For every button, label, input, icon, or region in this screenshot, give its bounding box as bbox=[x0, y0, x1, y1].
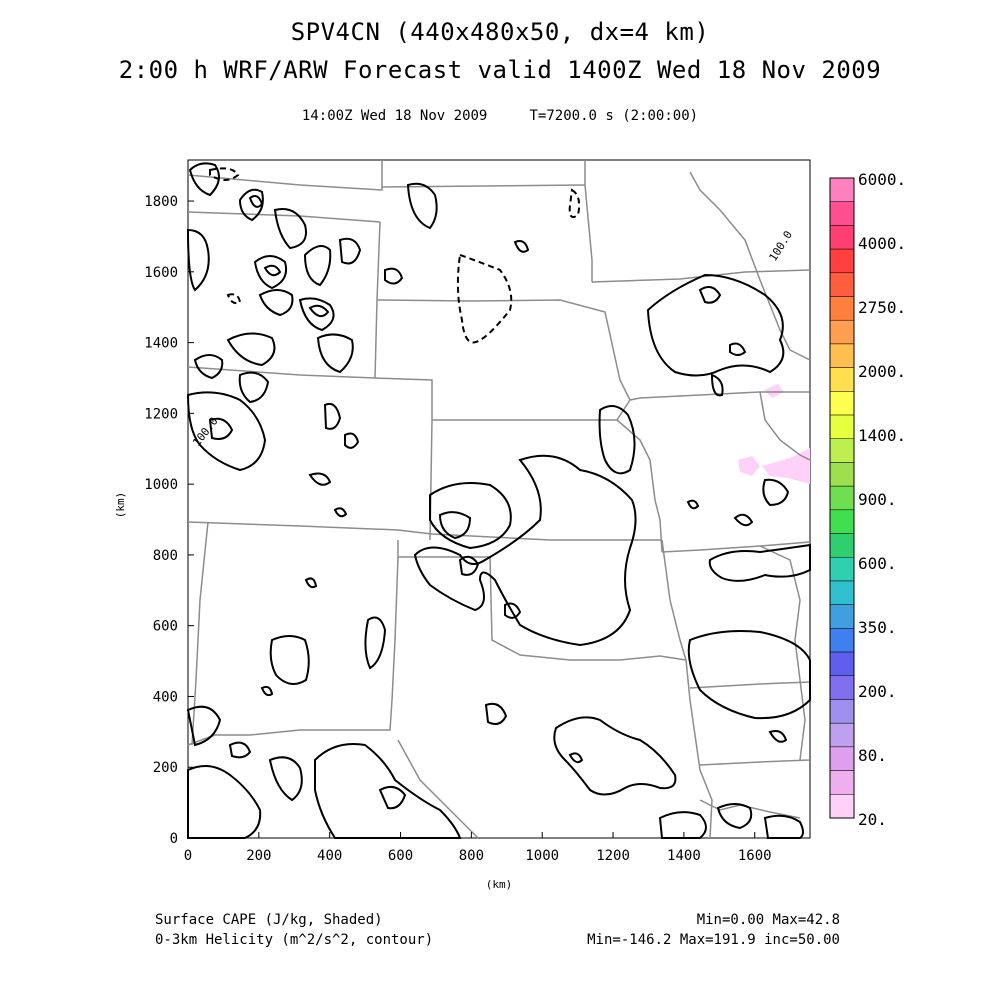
shading-min-max: Min=0.00 Max=42.8 bbox=[696, 912, 840, 928]
colorbar-swatch bbox=[829, 628, 855, 653]
colorbar-label: 900. bbox=[858, 490, 897, 509]
y-tick-label: 1200 bbox=[144, 406, 178, 422]
colorbar-swatch bbox=[829, 580, 855, 605]
colorbar-swatch bbox=[829, 319, 855, 345]
y-tick-label: 200 bbox=[153, 760, 178, 776]
colorbar-swatch bbox=[829, 794, 855, 819]
colorbar-label: 2750. bbox=[858, 298, 906, 317]
colorbar-swatch bbox=[829, 746, 855, 771]
y-axis-label: (km) bbox=[114, 492, 127, 519]
y-tick-label: 1600 bbox=[144, 265, 178, 281]
y-axis: 0 200 400 600 800 1000 1200 1400 1600 1800 bbox=[144, 194, 194, 847]
x-tick-label: 400 bbox=[317, 848, 342, 864]
x-tick-label: 800 bbox=[459, 848, 484, 864]
negative-helicity-contours bbox=[209, 167, 581, 344]
colorbar-swatch bbox=[829, 391, 855, 416]
y-tick-label: 400 bbox=[153, 689, 178, 705]
colorbar-swatch bbox=[829, 272, 855, 297]
x-tick-label: 1400 bbox=[667, 848, 701, 864]
colorbar-swatch bbox=[829, 367, 855, 392]
colorbar-label: 20. bbox=[858, 810, 887, 829]
plot-frame bbox=[187, 159, 811, 839]
colorbar-swatch bbox=[829, 462, 855, 487]
colorbar-label: 600. bbox=[858, 554, 897, 573]
colorbar-swatch bbox=[829, 177, 855, 202]
colorbar-swatch bbox=[829, 201, 855, 226]
colorbar-swatch bbox=[829, 699, 855, 724]
colorbar-label: 4000. bbox=[858, 234, 906, 253]
x-tick-label: 200 bbox=[246, 848, 271, 864]
colorbar-label: 2000. bbox=[858, 362, 906, 381]
colorbar-frame bbox=[829, 177, 855, 819]
x-tick-label: 600 bbox=[388, 848, 413, 864]
colorbar-swatch bbox=[829, 225, 855, 250]
colorbar-swatch bbox=[829, 557, 855, 582]
colorbar-swatch bbox=[829, 343, 855, 368]
cape-colorbar: 6000. 4000. 2750. 2000. 1400. 900. 600. 350. 200… bbox=[829, 170, 906, 829]
title-line-1: SPV4CN (440x480x50, dx=4 km) bbox=[290, 18, 710, 46]
cape-shading bbox=[738, 384, 810, 484]
x-tick-label: 1000 bbox=[525, 848, 559, 864]
shading-field-description: Surface CAPE (J/kg, Shaded) bbox=[155, 912, 383, 928]
colorbar-swatch bbox=[829, 604, 855, 629]
y-tick-label: 1800 bbox=[144, 194, 178, 210]
colorbar-swatch bbox=[829, 414, 855, 439]
x-axis-label: (km) bbox=[486, 878, 513, 891]
helicity-contours bbox=[186, 162, 811, 839]
x-tick-label: 0 bbox=[184, 848, 192, 864]
colorbar-label: 6000. bbox=[858, 170, 906, 189]
colorbar-swatch bbox=[829, 533, 855, 558]
x-tick-label: 1200 bbox=[596, 848, 630, 864]
y-tick-label: 1000 bbox=[144, 477, 178, 493]
colorbar-label: 1400. bbox=[858, 426, 906, 445]
contour-min-max: Min=-146.2 Max=191.9 inc=50.00 bbox=[587, 932, 840, 948]
colorbar-swatch bbox=[829, 248, 855, 274]
colorbar-swatch bbox=[829, 438, 855, 463]
y-tick-label: 1400 bbox=[144, 336, 178, 352]
y-tick-label: 800 bbox=[153, 548, 178, 564]
colorbar-swatch bbox=[829, 651, 855, 677]
colorbar-swatch bbox=[829, 296, 855, 321]
colorbar-label: 350. bbox=[858, 618, 897, 637]
contour-field-description: 0-3km Helicity (m^2/s^2, contour) bbox=[155, 932, 434, 948]
valid-time-subtitle: 14:00Z Wed 18 Nov 2009 T=7200.0 s (2:00:… bbox=[301, 108, 699, 124]
y-tick-label: 0 bbox=[170, 831, 178, 847]
colorbar-swatch bbox=[829, 770, 855, 795]
colorbar-swatch bbox=[829, 675, 855, 700]
colorbar-label: 80. bbox=[858, 746, 887, 765]
title-line-2: 2:00 h WRF/ARW Forecast valid 1400Z Wed … bbox=[118, 56, 882, 84]
colorbar-label: 200. bbox=[858, 682, 897, 701]
colorbar-swatch bbox=[829, 722, 855, 748]
x-axis: 0 200 400 600 800 1000 1200 1400 1600 bbox=[184, 832, 772, 864]
x-tick-label: 1600 bbox=[738, 848, 772, 864]
colorbar-swatch bbox=[829, 509, 855, 534]
colorbar-swatch bbox=[829, 485, 855, 511]
y-tick-label: 600 bbox=[153, 619, 178, 635]
